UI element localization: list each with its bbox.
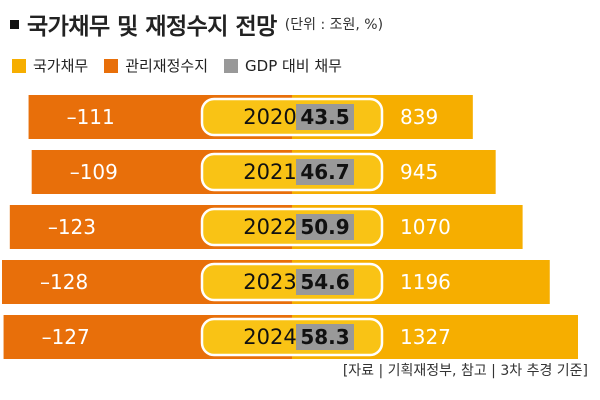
ratio-label-2023: 54.6	[300, 270, 349, 294]
year-label-2024: 2024	[243, 325, 296, 349]
balance-label-2023: –128	[40, 270, 88, 294]
ratio-label-2020: 43.5	[300, 105, 349, 129]
legend-swatch-balance	[104, 58, 119, 73]
debt-label-2020: 839	[400, 105, 438, 129]
ratio-box-2023	[296, 269, 354, 295]
ratio-box-2021	[296, 159, 354, 185]
debt-label-2024: 1327	[400, 325, 451, 349]
debt-label-2022: 1070	[400, 215, 451, 239]
chart-title-row: 국가채무 및 재정수지 전망 (단위 : 조원, %)	[10, 6, 383, 42]
legend-item-balance: 관리재정수지	[104, 55, 208, 76]
legend-label-balance: 관리재정수지	[125, 57, 209, 75]
year-label-2020: 2020	[243, 105, 296, 129]
legend-item-debt: 국가채무	[12, 55, 88, 76]
year-label-2022: 2022	[243, 215, 296, 239]
legend: 국가채무 관리재정수지 GDP 대비 채무	[12, 55, 358, 76]
ratio-box-2022	[296, 214, 354, 240]
balance-label-2020: –111	[67, 105, 115, 129]
debt-label-2021: 945	[400, 160, 438, 184]
legend-label-debt: 국가채무	[33, 57, 89, 75]
ratio-label-2022: 50.9	[300, 215, 349, 239]
ratio-box-2024	[296, 324, 354, 350]
legend-swatch-debt	[12, 58, 26, 73]
source-note: [자료 | 기획재정부, 참고 | 3차 추경 기준]	[342, 363, 588, 379]
legend-item-ratio: GDP 대비 채무	[224, 55, 342, 76]
year-label-2023: 2023	[243, 270, 296, 294]
year-label-2021: 2021	[243, 160, 296, 184]
title-bullet-icon	[10, 19, 19, 29]
ratio-label-2024: 58.3	[300, 325, 349, 349]
legend-swatch-ratio	[224, 58, 239, 73]
balance-label-2022: –123	[48, 215, 96, 239]
legend-label-ratio: GDP 대비 채무	[245, 57, 342, 75]
unit-note: (단위 : 조원, %)	[284, 17, 384, 33]
debt-label-2023: 1196	[400, 270, 451, 294]
balance-label-2024: –127	[42, 325, 90, 349]
ratio-box-2020	[296, 104, 354, 130]
chart-title: 국가채무 및 재정수지 전망	[27, 14, 277, 40]
ratio-label-2021: 46.7	[300, 160, 349, 184]
balance-label-2021: –109	[70, 160, 118, 184]
